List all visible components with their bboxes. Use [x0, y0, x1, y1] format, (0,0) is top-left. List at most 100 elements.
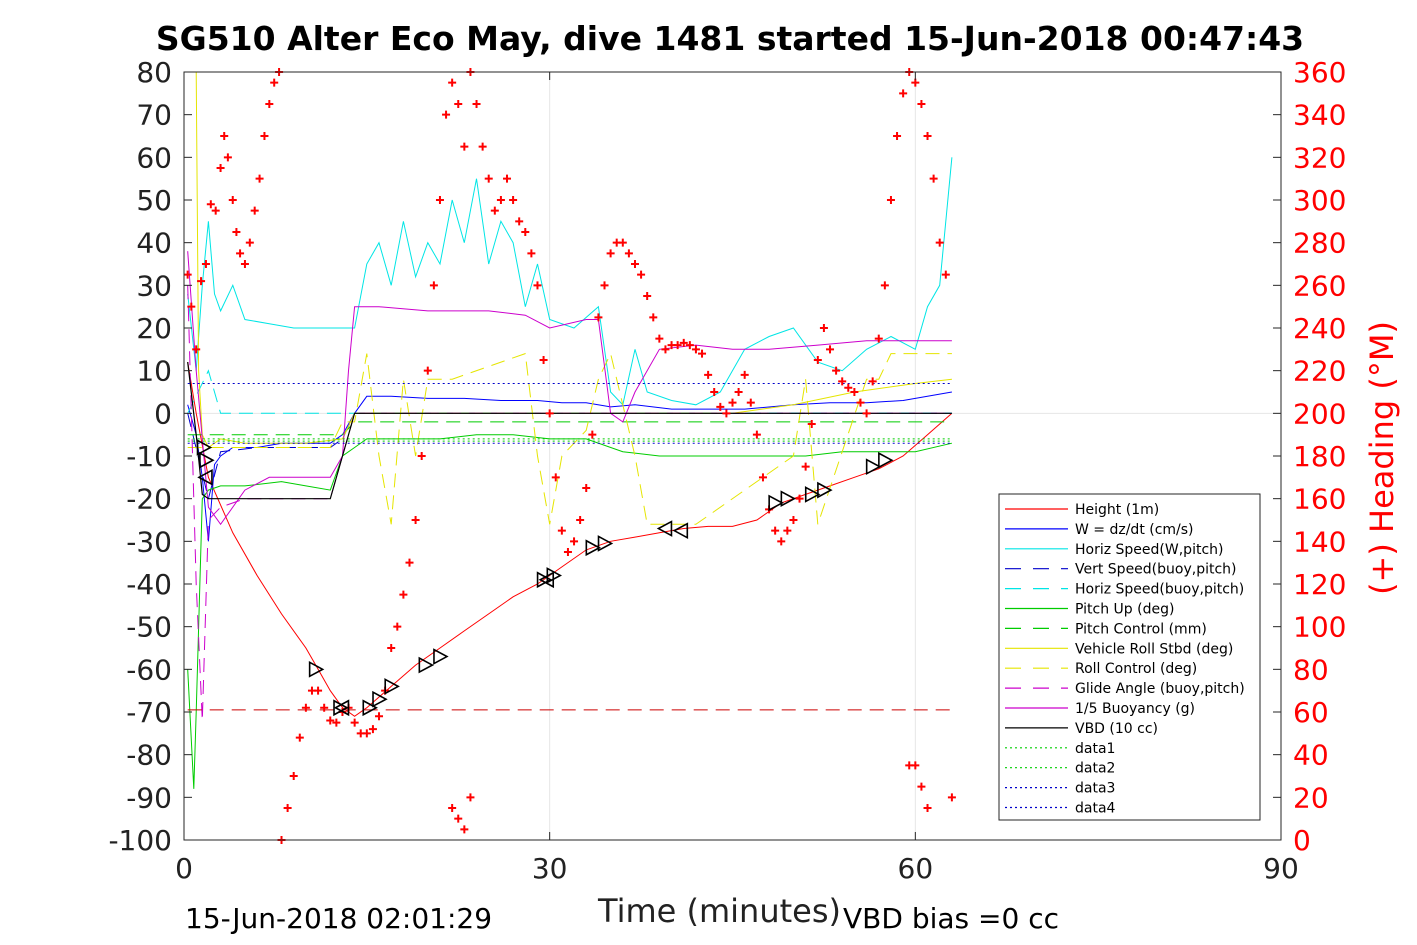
heading-point	[387, 644, 396, 652]
heading-point	[183, 270, 192, 279]
legend-label: Glide Angle (buoy,pitch)	[1075, 681, 1245, 697]
legend: Height (1m) W = dz/dt (cm/s) Horiz Speed(W…	[998, 493, 1261, 821]
heading-point	[801, 462, 810, 471]
legend-label: Vert Speed(buoy,pitch)	[1075, 562, 1237, 578]
legend-label: Horiz Speed(W,pitch)	[1075, 542, 1223, 558]
heading-point	[704, 370, 713, 379]
heading-point	[594, 313, 603, 322]
chart-title: SG510 Alter Eco May, dive 1481 started 1…	[156, 19, 1304, 58]
marker-left	[197, 468, 213, 486]
legend-label: Roll Control (deg)	[1075, 661, 1197, 677]
marker-left	[538, 571, 555, 589]
y-tick-label: -70	[126, 696, 172, 729]
heading-point	[655, 334, 664, 343]
marker-left	[672, 522, 689, 540]
heading-point	[563, 548, 572, 556]
heading-point	[236, 249, 245, 258]
y-tick-label: -50	[126, 611, 172, 644]
y-tick-label: -20	[126, 483, 172, 516]
series-line-7	[195, 71, 952, 449]
heading-point	[448, 78, 457, 87]
heading-point	[314, 686, 323, 695]
heading-point	[868, 377, 877, 386]
heading-point	[551, 473, 560, 482]
marker-right	[768, 494, 784, 512]
legend-label: Vehicle Roll Stbd (deg)	[1075, 641, 1233, 657]
heading-point	[368, 725, 377, 734]
marker-left	[333, 699, 350, 717]
heading-point	[545, 409, 554, 418]
y2-tick-label: 140	[1293, 525, 1346, 558]
heading-point	[260, 132, 269, 140]
series-line-8	[187, 352, 952, 525]
heading-point	[472, 100, 481, 108]
heading-point	[216, 164, 225, 172]
heading-point	[832, 366, 841, 375]
heading-point	[265, 100, 274, 108]
heading-point	[460, 142, 469, 151]
heading-point	[813, 356, 822, 364]
y2-axis-label: (+) Heading (°M)	[1363, 321, 1401, 595]
y-tick-label: -100	[108, 824, 172, 857]
heading-point	[192, 345, 201, 354]
heading-point	[783, 526, 792, 535]
direction-markers	[196, 439, 894, 717]
y2-tick-label: 280	[1293, 227, 1346, 260]
series-line-10	[187, 251, 952, 526]
heading-point	[187, 302, 196, 311]
y-tick-label: -60	[126, 653, 172, 686]
heading-point	[606, 249, 615, 258]
marker-right	[384, 678, 400, 695]
heading-point	[454, 814, 463, 823]
y2-tick-label: 200	[1293, 397, 1346, 430]
y2-tick-label: 100	[1293, 611, 1346, 644]
heading-point	[350, 718, 359, 727]
y-tick-label: 30	[136, 269, 172, 302]
heading-point	[899, 89, 908, 98]
y2-tick-label: 260	[1293, 269, 1346, 302]
heading-point	[722, 409, 731, 418]
marker-right	[804, 486, 821, 503]
heading-point	[405, 558, 414, 567]
y2-tick-label: 240	[1293, 312, 1346, 345]
y2-tick-label: 80	[1293, 653, 1329, 686]
marker-right	[585, 539, 602, 557]
heading-point	[496, 196, 505, 204]
y2-tick-label: 20	[1293, 781, 1329, 814]
marker-right	[597, 535, 614, 552]
y-tick-label: -30	[126, 525, 172, 558]
heading-point	[399, 590, 408, 599]
heading-point	[874, 334, 883, 343]
heading-point	[515, 217, 524, 226]
heading-point	[460, 825, 469, 834]
heading-point	[679, 338, 688, 347]
legend-label: Horiz Speed(buoy,pitch)	[1075, 582, 1244, 598]
heading-point	[734, 388, 743, 396]
heading-point	[624, 249, 633, 258]
marker-left	[656, 520, 673, 537]
heading-point	[228, 196, 237, 204]
heading-point	[442, 110, 451, 119]
heading-point	[448, 804, 457, 812]
y2-tick-label: 220	[1293, 355, 1346, 388]
heading-point	[232, 228, 241, 236]
series-line-0	[187, 362, 953, 717]
heading-point	[320, 703, 329, 712]
heading-point	[789, 516, 798, 524]
marker-right	[780, 490, 797, 508]
heading-point	[332, 718, 341, 727]
series-line-11	[187, 362, 952, 500]
series-layer	[187, 71, 953, 789]
heading-point	[466, 793, 475, 802]
y2-tick-label: 300	[1293, 184, 1346, 217]
heading-point	[673, 341, 682, 350]
heading-point	[533, 281, 542, 290]
heading-point	[326, 716, 335, 725]
legend-label: data3	[1075, 781, 1115, 797]
heading-point	[509, 196, 518, 204]
heading-point	[826, 345, 835, 354]
heading-point	[250, 206, 259, 215]
heading-point	[728, 398, 737, 407]
heading-point	[393, 622, 402, 631]
heading-point	[807, 420, 816, 428]
